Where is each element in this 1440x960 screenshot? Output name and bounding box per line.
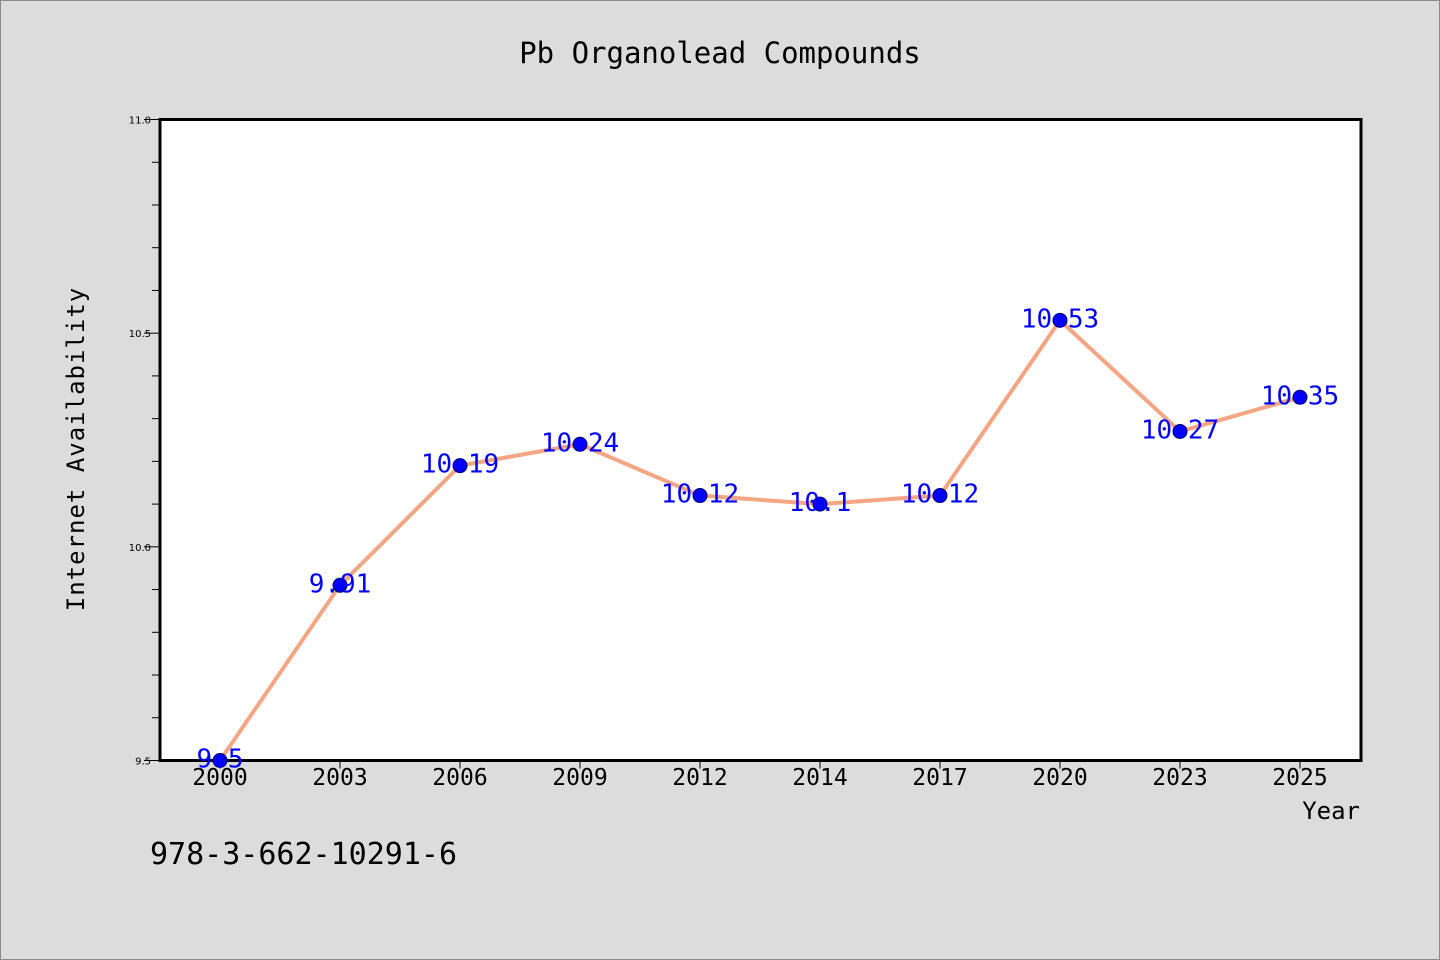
y-axis-label: Internet Availability [62,287,90,611]
chart-title: Pb Organolead Compounds [519,36,921,70]
data-point [692,488,708,504]
data-label: 10.19 [421,450,499,480]
isbn-label: 978-3-662-10291-6 [150,837,457,872]
data-point [452,458,468,474]
data-point [932,488,948,504]
data-point [1172,423,1188,439]
data-label: 10.12 [901,480,979,510]
data-point [1292,389,1308,405]
data-points [212,312,1308,768]
data-point [332,577,348,593]
y-axis-ticks: 9.5 10.0 10.5 11.0 [129,116,160,768]
data-label: 10.35 [1261,381,1339,411]
data-label: 10.24 [541,428,619,458]
data-point [212,753,228,768]
x-axis-ticks: 2000 2003 2006 2009 2012 2014 2017 2020 2023 2025 [192,760,1328,791]
series-line [218,318,1301,762]
data-label: 9.91 [309,569,372,599]
data-point [812,496,828,512]
y-tick-label: 10.5 [129,329,151,340]
plot-area [158,118,1363,762]
data-point [1052,312,1068,328]
data-label: 9.5 [197,745,244,775]
data-label: 10.53 [1021,304,1099,334]
x-axis-label: Year [1302,797,1360,825]
x-tick-label: 2017 [912,765,967,791]
x-tick-label: 2023 [1152,765,1207,791]
data-point [572,436,588,452]
x-tick-label: 2003 [312,765,367,791]
x-tick-label: 2006 [432,765,487,791]
data-label: 10.12 [661,480,739,510]
data-labels: 9.5 9.91 10.19 10.24 10.12 10.1 10.12 10.53 10.2… [197,304,1340,774]
y-tick-label: 10.0 [129,543,151,554]
data-label: 10.1 [789,488,852,518]
x-tick-label: 2014 [792,765,847,791]
x-tick-label: 2020 [1032,765,1087,791]
data-label: 10.27 [1141,415,1219,445]
x-tick-label: 2012 [672,765,727,791]
x-tick-label: 2025 [1272,765,1327,791]
x-tick-label: 2000 [192,765,247,791]
y-tick-label: 9.5 [135,757,151,768]
y-tick-label: 11.0 [129,116,151,127]
x-tick-label: 2009 [552,765,607,791]
